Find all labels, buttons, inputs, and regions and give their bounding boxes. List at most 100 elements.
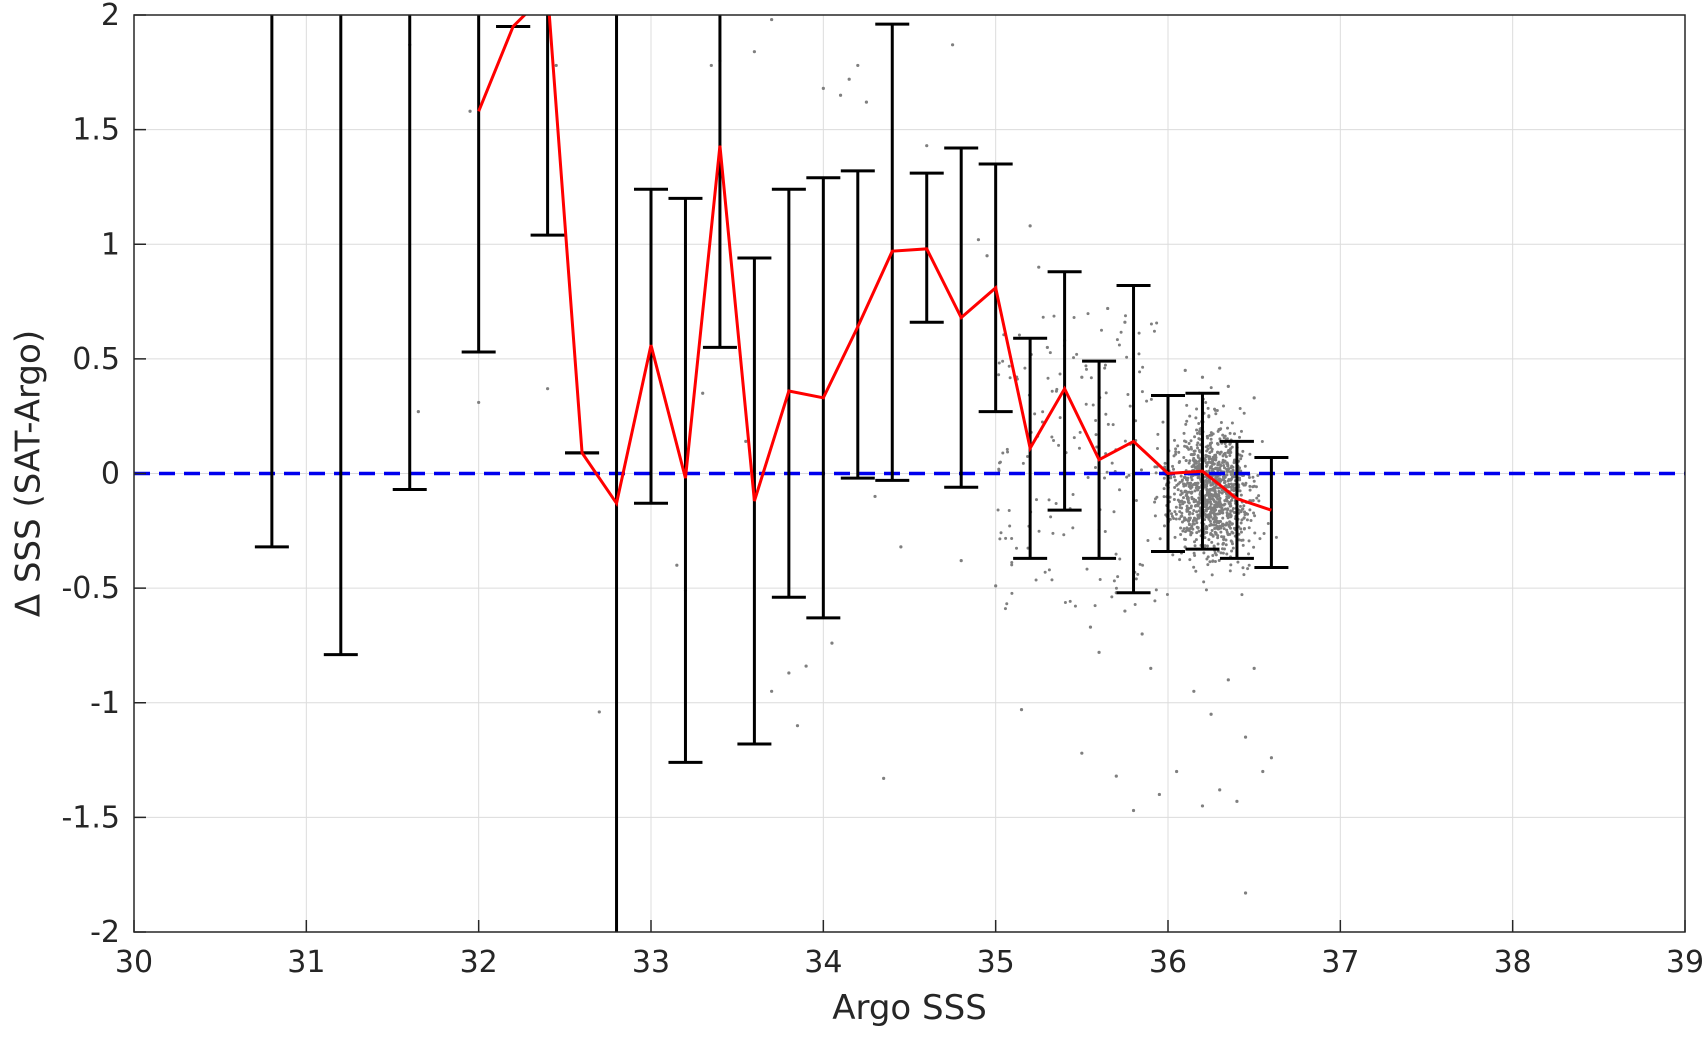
scatter-point	[1094, 433, 1098, 437]
scatter-point	[1216, 542, 1220, 546]
scatter-point	[1174, 517, 1178, 521]
x-tick-label: 31	[287, 945, 325, 980]
scatter-point	[1240, 593, 1244, 597]
scatter-point	[1034, 578, 1038, 582]
x-tick-label: 35	[977, 945, 1015, 980]
scatter-point	[1211, 494, 1215, 498]
scatter-point	[1240, 538, 1244, 542]
scatter-point	[1173, 485, 1177, 489]
scatter-point	[1010, 563, 1014, 567]
scatter-point	[1195, 407, 1199, 411]
scatter-point	[1004, 536, 1008, 540]
scatter-point	[1242, 516, 1246, 520]
scatter-point	[1207, 414, 1211, 418]
scatter-point	[1134, 498, 1138, 502]
scatter-point	[1204, 455, 1208, 459]
scatter-point	[1176, 498, 1180, 502]
scatter-point	[752, 50, 757, 54]
scatter-point	[1048, 351, 1052, 355]
scatter-point	[1197, 485, 1201, 489]
scatter-point	[1238, 406, 1242, 410]
scatter-point	[1208, 478, 1212, 482]
scatter-point	[787, 671, 791, 675]
scatter-point	[1211, 553, 1215, 557]
scatter-point	[1190, 478, 1194, 482]
scatter-point	[1225, 552, 1229, 556]
scatter-point	[1180, 514, 1184, 518]
scatter-point	[1137, 352, 1141, 356]
scatter-point	[1075, 352, 1079, 356]
scatter-point	[1222, 463, 1226, 467]
scatter-point	[1141, 563, 1145, 567]
scatter-point	[1252, 484, 1256, 488]
scatter-point	[1204, 525, 1208, 529]
scatter-point	[1210, 462, 1214, 466]
y-tick-label: -2	[90, 915, 120, 950]
scatter-point	[1269, 756, 1273, 760]
scatter-point	[1182, 431, 1186, 435]
scatter-point	[996, 508, 1000, 512]
scatter-point	[1213, 513, 1217, 517]
scatter-point	[1191, 527, 1195, 531]
scatter-point	[1041, 410, 1045, 414]
scatter-point	[1236, 560, 1240, 564]
scatter-point	[1169, 476, 1173, 480]
x-tick-label: 38	[1494, 945, 1532, 980]
scatter-point	[597, 710, 601, 714]
scatter-point	[1196, 476, 1200, 480]
scatter-point	[1218, 499, 1222, 503]
scatter-point	[1252, 479, 1256, 483]
scatter-point	[1242, 504, 1246, 508]
scatter-point	[1246, 512, 1250, 516]
scatter-point	[1138, 370, 1142, 374]
scatter-point	[1207, 538, 1211, 542]
scatter-point	[1243, 735, 1248, 739]
scatter-point	[1207, 469, 1211, 473]
scatter-point	[1007, 364, 1011, 368]
scatter-point	[1229, 450, 1233, 454]
scatter-point	[1209, 497, 1213, 501]
scatter-point	[1195, 428, 1199, 432]
scatter-point	[1212, 523, 1216, 527]
scatter-point	[1194, 569, 1198, 573]
scatter-point	[1211, 534, 1215, 538]
scatter-point	[1178, 558, 1182, 562]
scatter-point	[1193, 544, 1197, 548]
scatter-point	[1228, 569, 1232, 573]
scatter-point	[1050, 578, 1054, 582]
scatter-point	[1247, 552, 1251, 556]
scatter-point	[1153, 500, 1157, 504]
scatter-point	[1256, 474, 1260, 478]
scatter-point	[1099, 328, 1103, 332]
scatter-point	[1216, 450, 1220, 454]
scatter-point	[1257, 494, 1261, 498]
scatter-point	[1209, 515, 1213, 519]
scatter-point	[1225, 473, 1229, 477]
scatter-point	[1179, 526, 1183, 530]
scatter-point	[1209, 483, 1213, 487]
scatter-point	[1037, 529, 1041, 533]
scatter-point	[1172, 475, 1176, 479]
scatter-point	[1155, 446, 1159, 450]
scatter-point	[1222, 477, 1226, 481]
axis-ticks: 30 31 32 33 34 35 36 37 38 39 -2 -1.5 -1 -0.5 0 0.5 1 1.5…	[61, 0, 1704, 980]
scatter-point	[1221, 516, 1225, 520]
scatter-point	[1239, 527, 1243, 531]
scatter-point	[1241, 449, 1245, 453]
scatter-point	[1106, 422, 1110, 426]
scatter-point	[1213, 517, 1217, 521]
scatter-point	[1238, 504, 1242, 508]
y-tick-label: 0	[101, 457, 120, 492]
scatter-point	[1202, 551, 1206, 555]
scatter-point	[1193, 540, 1197, 544]
scatter-point	[1190, 465, 1194, 469]
scatter-point	[1123, 609, 1127, 613]
scatter-point	[1182, 518, 1186, 522]
scatter-point	[1052, 314, 1056, 318]
scatter-point	[1185, 526, 1189, 530]
scatter-point	[1084, 367, 1088, 371]
scatter-point	[1177, 517, 1181, 521]
scatter-point	[1187, 490, 1191, 494]
scatter-point	[1063, 601, 1067, 605]
scatter-point	[1223, 451, 1227, 455]
